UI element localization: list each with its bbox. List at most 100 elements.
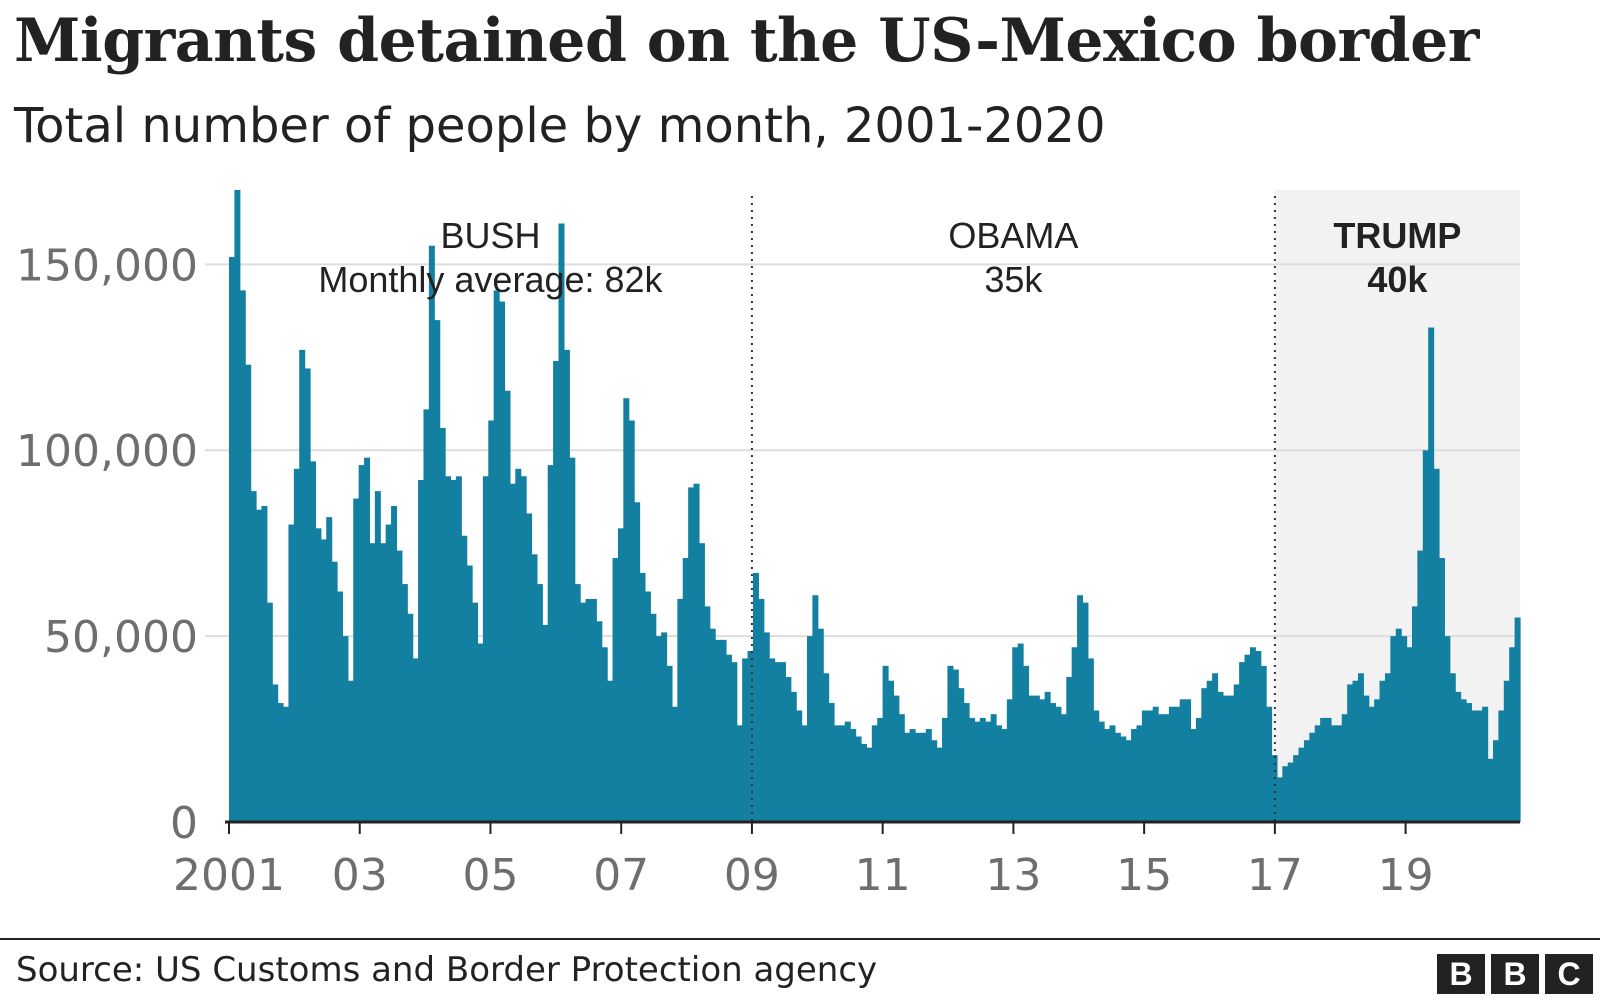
bar [758,598,765,822]
bar [272,684,279,822]
bar [812,595,819,822]
bar [1087,658,1094,822]
bar [1028,695,1035,822]
bar [380,543,387,822]
bar [1255,650,1262,822]
bar [504,390,511,822]
bar [477,643,484,822]
bar [785,677,792,822]
bar [288,524,295,822]
bar [828,703,835,822]
bar [1438,558,1445,822]
y-tick-label: 50,000 [44,612,198,663]
bar [806,636,813,822]
bar [1141,710,1148,822]
bar [909,729,916,822]
bar [1368,706,1375,822]
x-tick-label: 05 [462,850,518,901]
bar [1185,699,1192,822]
bar [688,487,695,822]
bar [855,736,862,822]
bar [310,461,317,822]
bar [315,528,322,822]
bar [925,729,932,822]
bar [823,673,830,822]
bar [731,662,738,822]
bar [1060,714,1067,822]
y-tick-label: 100,000 [16,426,198,477]
bar [634,502,641,822]
bar [488,420,495,822]
bar [1131,729,1138,822]
bar [612,558,619,822]
bar [326,517,333,822]
y-tick-label: 0 [170,798,198,849]
bar [1066,677,1073,822]
bar [1206,680,1213,822]
bar [693,483,700,822]
bar [1033,695,1040,822]
bar [1050,703,1057,822]
bar [1411,606,1418,822]
bar [720,639,727,822]
bar [1244,654,1251,822]
bar [1352,680,1359,822]
bar [725,654,732,822]
bar [952,669,959,822]
bar [234,190,241,822]
bar [1271,755,1278,822]
bar [596,621,603,822]
bar [1433,468,1440,822]
bar [1104,729,1111,822]
bar [655,636,662,822]
bar [1217,691,1224,822]
bar [1325,717,1332,822]
bar [666,665,673,822]
bar [299,349,306,822]
bar [1298,747,1305,822]
bar [1422,450,1429,822]
bar [844,721,851,822]
bar [1401,636,1408,822]
bar [445,476,452,822]
bar [250,491,257,822]
bar [423,409,430,822]
bar [1093,710,1100,822]
bar [1239,662,1246,822]
period-average-bush: Monthly average: 82k [318,259,663,300]
bar [1395,628,1402,822]
bar [283,706,290,822]
bar [623,398,630,822]
bar [617,528,624,822]
bar [320,539,327,822]
bar [461,535,468,822]
bar [353,498,360,822]
bar [450,479,457,822]
bar [526,513,533,822]
bar [893,695,900,822]
x-tick-label: 11 [855,850,911,901]
bar [969,717,976,822]
bar [1023,665,1030,822]
bbc-logo: B B C [1437,954,1593,994]
bar [1125,740,1132,822]
bar [915,732,922,822]
bar [531,554,538,822]
bar [1260,665,1267,822]
bar [1001,729,1008,822]
bar [558,223,565,822]
bar [628,420,635,822]
bar [1357,673,1364,822]
bar [266,602,273,822]
bar [261,506,268,822]
bar [607,680,614,822]
bar [1012,647,1019,822]
bar [1455,691,1462,822]
bar [1082,602,1089,822]
bar [985,721,992,822]
bar [1044,691,1051,822]
bar [942,717,949,822]
bar [996,725,1003,822]
bar [888,680,894,822]
